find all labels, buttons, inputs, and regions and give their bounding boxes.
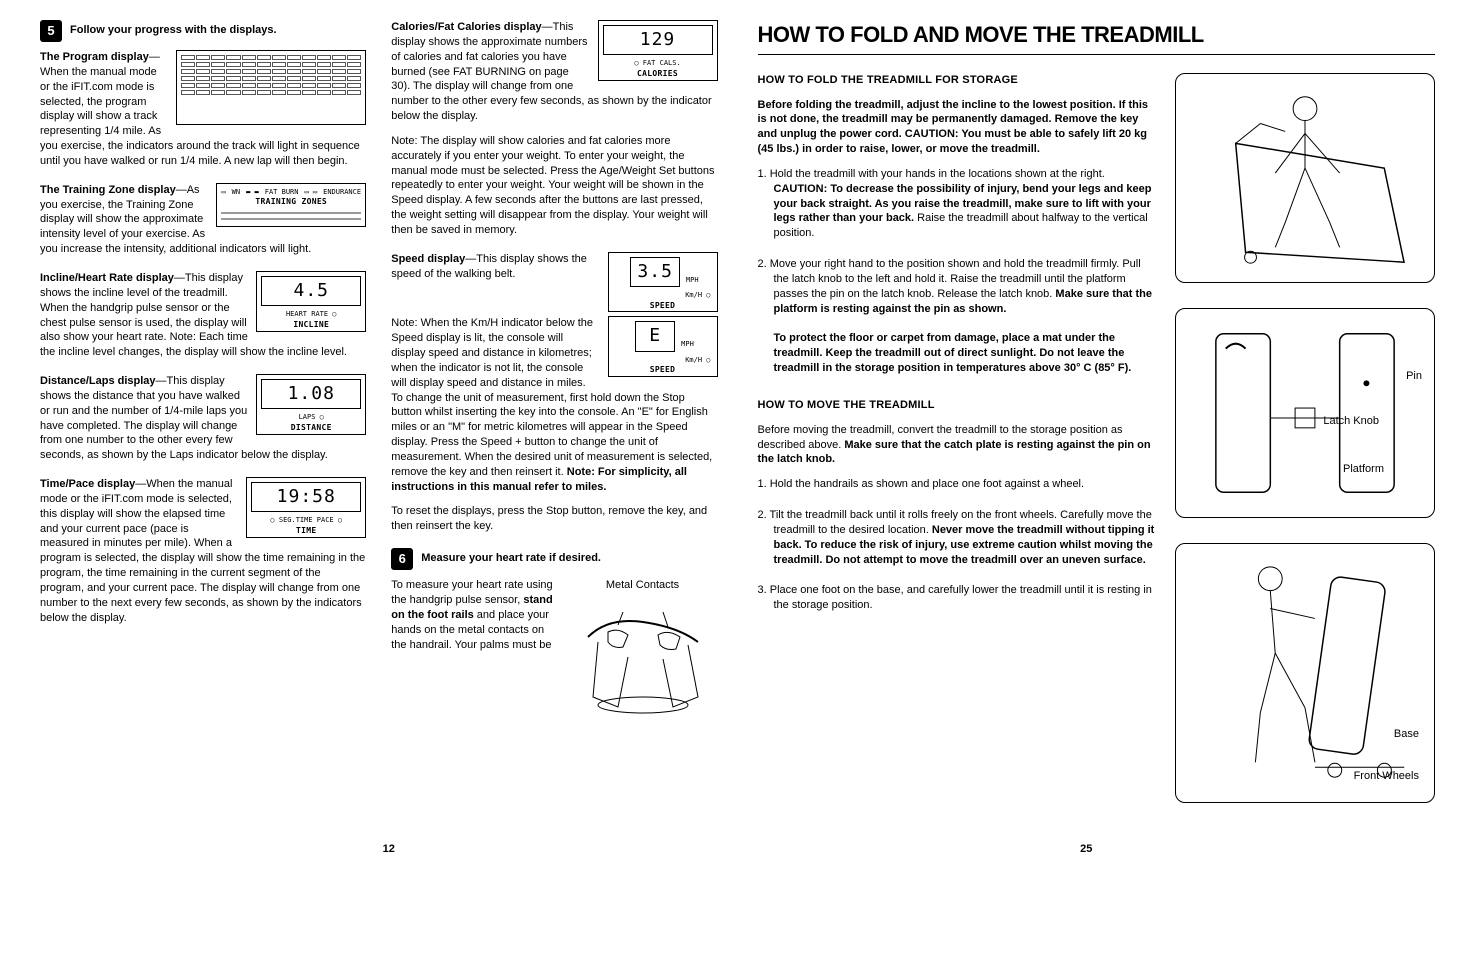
fold-warning: Before folding the treadmill, adjust the…: [758, 98, 1156, 157]
fold-step-2: 2. Move your right hand to the position …: [758, 257, 1156, 376]
handgrip-illustration: Metal Contacts: [568, 578, 718, 708]
move-illustration: Base Front Wheels: [1175, 543, 1435, 803]
training-zone-graphic: ▭ WN ▬ ▬ FAT BURN ▭ ▭ ENDURANCE TRAINING…: [216, 183, 366, 227]
move-intro: Before moving the treadmill, convert the…: [758, 423, 1156, 468]
page-number-left: 12: [40, 842, 738, 857]
step5-title: Follow your progress with the displays.: [70, 20, 277, 42]
fold-subhead: HOW TO FOLD THE TREADMILL FOR STORAGE: [758, 73, 1156, 88]
time-graphic: 19:58 ○ SEG.TIME PACE ○ TIME: [246, 477, 366, 538]
incline-graphic: 4.5 HEART RATE ○ INCLINE: [256, 271, 366, 332]
speed-reset: To reset the displays, press the Stop bu…: [391, 504, 717, 534]
move-step-1: 1. Hold the handrails as shown and place…: [758, 477, 1156, 492]
step5-number: 5: [40, 20, 62, 42]
move-step-2: 2. Tilt the treadmill back until it roll…: [758, 508, 1156, 567]
step6-title: Measure your heart rate if desired.: [421, 548, 601, 570]
distance-graphic: 1.08 LAPS ○ DISTANCE: [256, 374, 366, 435]
speed-graphic: 3.5 MPH Km/H ○ SPEED: [608, 252, 718, 313]
calories-graphic: 129 ○ FAT CALS. CALORIES: [598, 20, 718, 81]
step6-number: 6: [391, 548, 413, 570]
fold-step-1: 1. Hold the treadmill with your hands in…: [758, 167, 1156, 241]
calories-note: Note: The display will show calories and…: [391, 134, 717, 238]
page-number-right: 25: [738, 842, 1436, 857]
fold-illustration-2: Pin Latch Knob Platform: [1175, 308, 1435, 518]
title-rule: [758, 54, 1436, 55]
page-title: HOW TO FOLD AND MOVE THE TREADMILL: [758, 20, 1436, 50]
move-subhead: HOW TO MOVE THE TREADMILL: [758, 398, 1156, 413]
program-display-graphic: [176, 50, 366, 125]
speed-e-graphic: E MPH Km/H ○ SPEED: [608, 316, 718, 377]
fold-illustration-1: [1175, 73, 1435, 283]
move-step-3: 3. Place one foot on the base, and caref…: [758, 583, 1156, 613]
